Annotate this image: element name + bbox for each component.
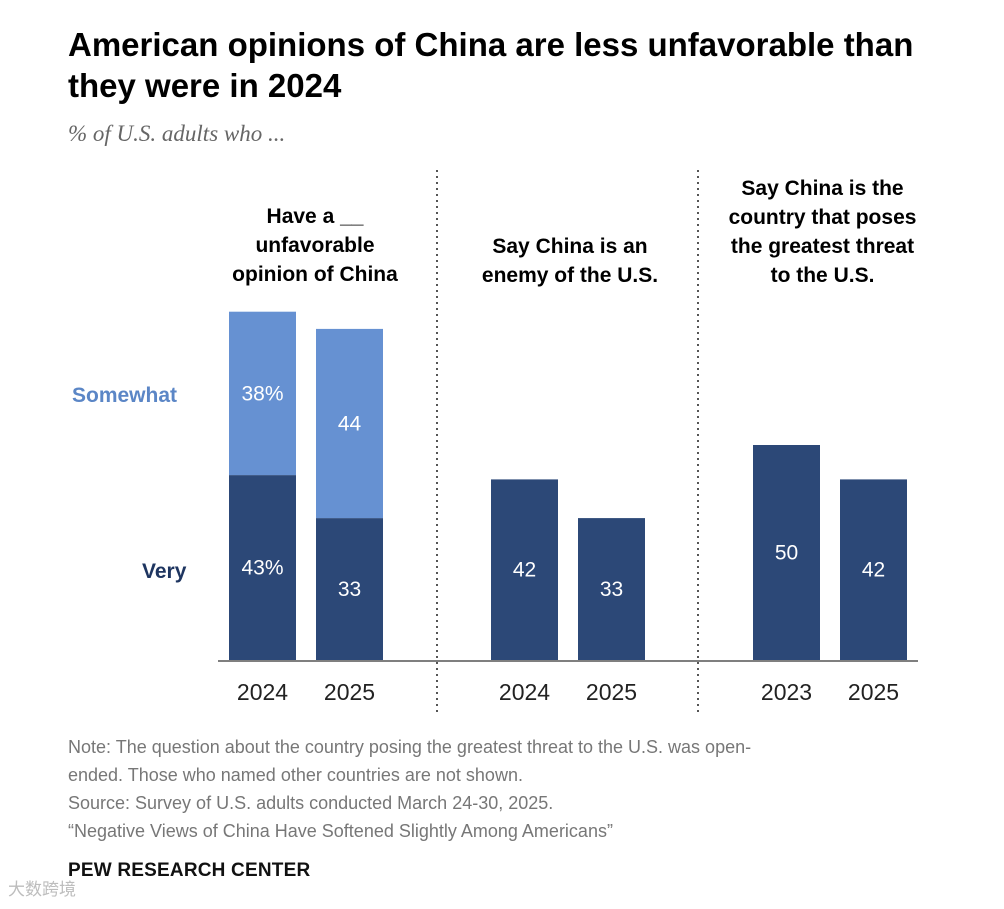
bar-segment-very (840, 479, 907, 660)
x-tick-label: 2024 (237, 679, 288, 705)
x-tick-label: 2025 (848, 679, 899, 705)
pew-research-credit: PEW RESEARCH CENTER (68, 860, 311, 881)
x-tick-label: 2023 (761, 679, 812, 705)
panel-title-threat: Say China is the country that poses the … (728, 177, 917, 287)
source-line: Source: Survey of U.S. adults conducted … (68, 793, 554, 813)
chart-subtitle: % of U.S. adults who ... (68, 121, 286, 146)
report-title-line: “Negative Views of China Have Softened S… (68, 821, 613, 841)
legend-somewhat: Somewhat (72, 384, 178, 407)
x-tick-label: 2024 (499, 679, 550, 705)
bar-value-label: 42 (862, 559, 885, 582)
bar-segment-somewhat (229, 311, 296, 476)
notes-block: Note: The question about the country pos… (68, 733, 938, 845)
bar-segment-very (229, 475, 296, 660)
x-tick-label: 2025 (324, 679, 375, 705)
bar-segment-very (753, 445, 820, 660)
bar-segment-very (491, 479, 558, 660)
bar-segment-very (316, 518, 383, 660)
note-line-2: ended. Those who named other countries a… (68, 765, 523, 785)
bar-value-label: 38% (241, 382, 283, 405)
bar-value-label: 43% (241, 557, 283, 580)
bar-value-label: 50 (775, 542, 798, 565)
chart-title: American opinions of China are less unfa… (68, 26, 914, 104)
watermark-text: 大数跨境 (8, 880, 76, 899)
bar-value-label: 33 (338, 578, 361, 601)
bar-value-label: 42 (513, 559, 536, 582)
panel-title-unfavorable: Have a __ unfavorable opinion of China (232, 205, 398, 286)
panel-title-enemy: Say China is an enemy of the U.S. (481, 235, 659, 287)
bar-value-label: 33 (600, 578, 623, 601)
legend-very: Very (142, 560, 187, 583)
bar-value-label: 44 (338, 413, 362, 436)
bar-segment-very (578, 518, 645, 660)
x-tick-label: 2025 (586, 679, 637, 705)
note-line-1: Note: The question about the country pos… (68, 737, 752, 757)
bar-segment-somewhat (316, 328, 383, 519)
